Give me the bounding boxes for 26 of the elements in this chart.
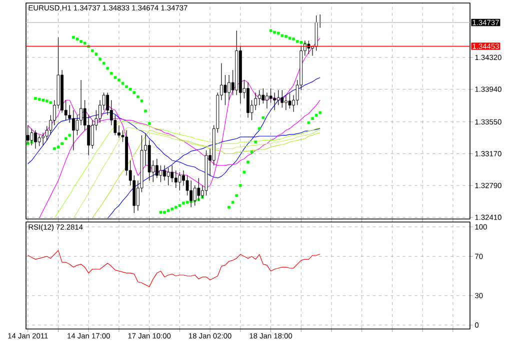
candlestick [170,165,174,182]
candlestick [155,158,158,178]
candlestick [163,165,166,181]
candlestick [178,172,182,191]
candlestick [273,92,276,110]
candlestick [280,90,284,108]
candlestick [258,90,261,106]
candlestick [284,94,288,110]
candlestick [42,132,45,146]
candlestick [90,120,94,149]
candlestick [34,130,37,149]
candlestick [254,92,258,110]
candlestick [262,88,265,104]
candlestick [266,92,268,109]
candlestick [224,74,227,106]
candlestick [174,170,178,188]
candlestick [197,178,200,201]
candlestick [166,168,170,186]
candlestick [30,128,34,146]
candlestick [276,90,280,106]
candlestick [72,110,75,151]
candlestick [38,134,41,146]
candlestick [288,93,292,109]
candlestick [228,74,230,100]
candlestick [307,40,310,54]
candlestick [159,165,162,182]
